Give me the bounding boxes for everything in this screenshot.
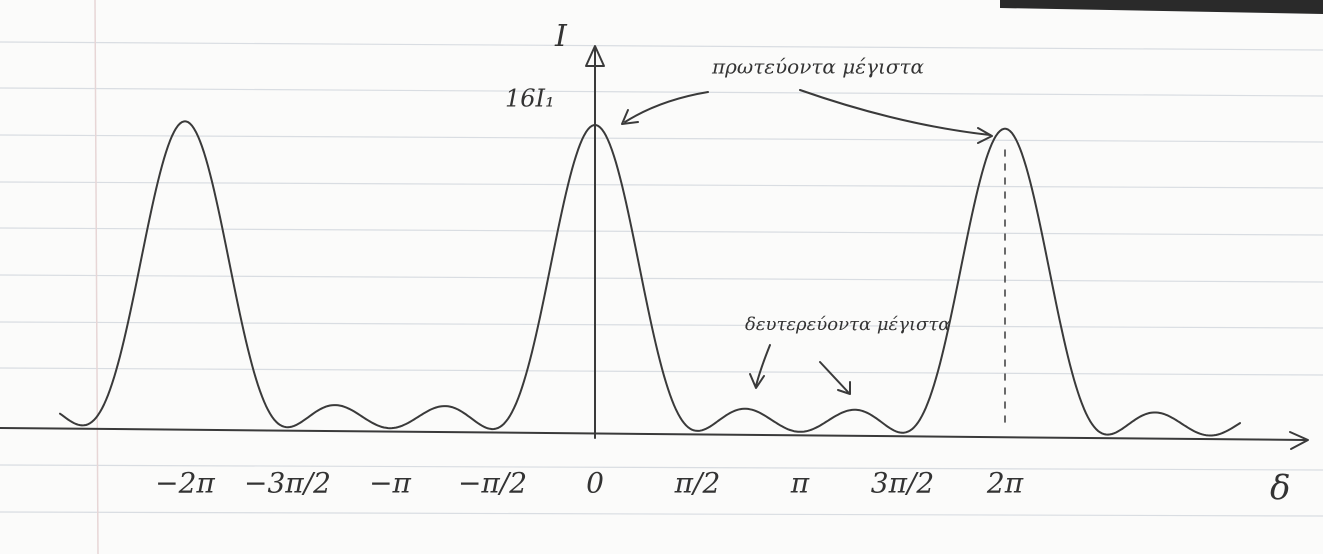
tick-label: −π/2: [458, 467, 527, 500]
tick-labels: −2π −3π/2 −π −π/2 0 π/2 π 3π/2 2π: [155, 467, 1024, 500]
tick-label: π: [790, 467, 810, 500]
principal-maxima-label: πρωτεύοντα μέγιστα: [711, 55, 925, 79]
secondary-maxima-label: δευτερεύοντα μέγιστα: [745, 314, 950, 335]
tick-label: 0: [586, 467, 604, 500]
y-axis-label: I: [554, 19, 568, 54]
tick-label: −π: [369, 467, 411, 500]
tick-label: −3π/2: [244, 467, 331, 500]
x-axis-label: δ: [1270, 468, 1290, 508]
tick-label: 2π: [986, 467, 1024, 500]
sketch: I 16I₁ δ πρωτεύοντα μέγιστα δευτερεύοντα…: [0, 0, 1323, 554]
peak-label: 16I₁: [505, 85, 555, 113]
tick-label: 3π/2: [871, 467, 934, 500]
tick-label: −2π: [155, 467, 215, 500]
tick-label: π/2: [674, 467, 721, 500]
